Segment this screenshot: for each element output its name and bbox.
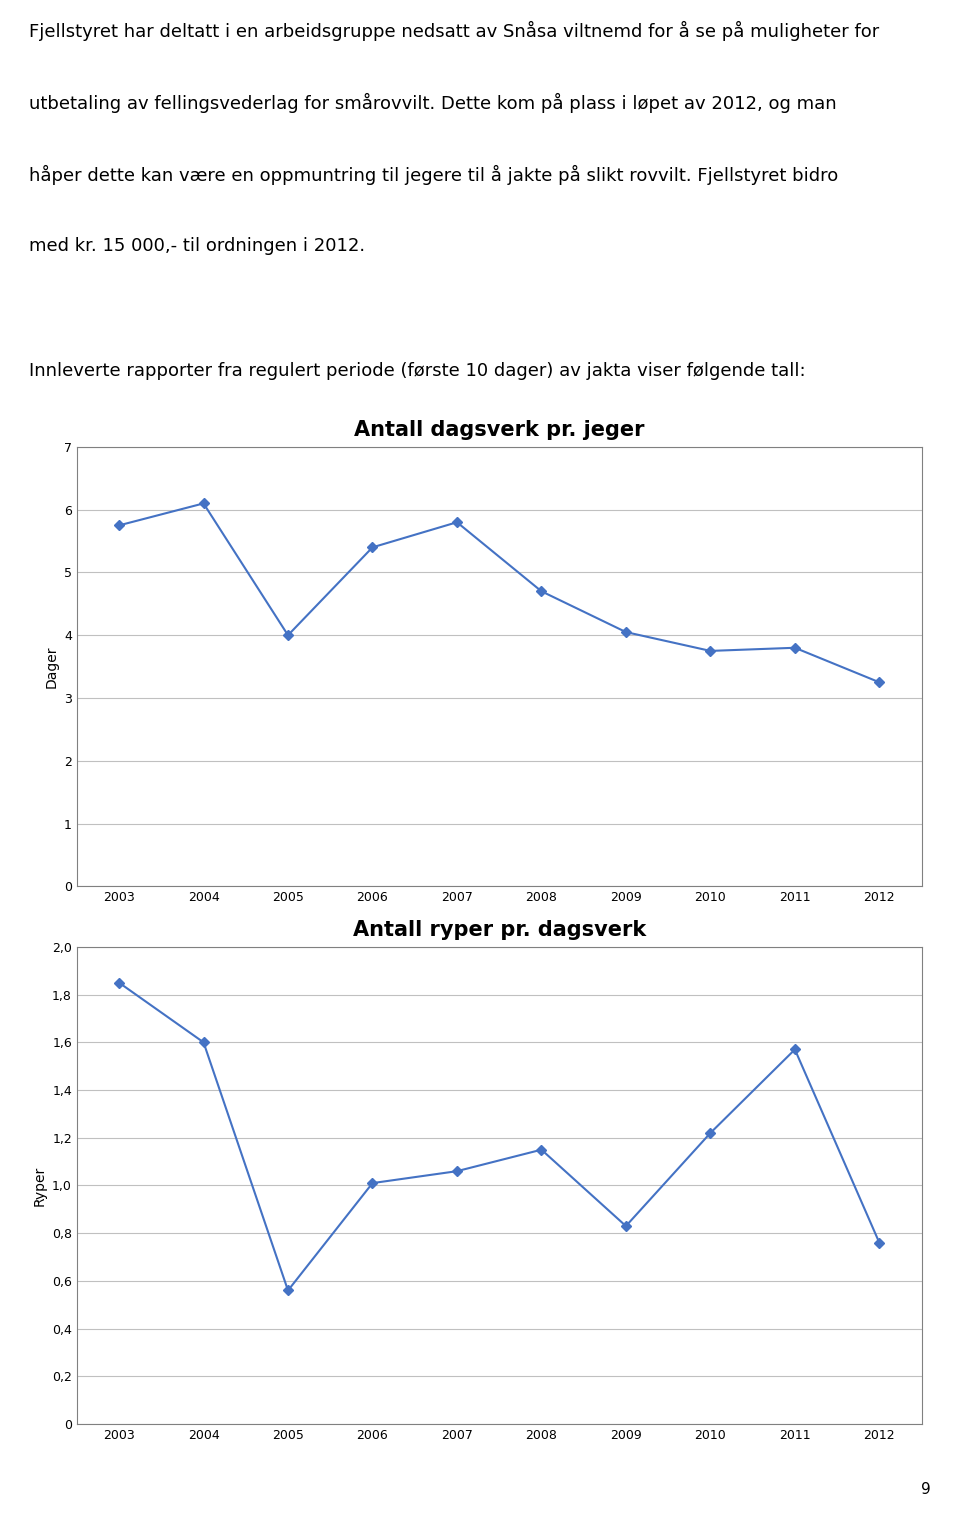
Text: Innleverte rapporter fra regulert periode (første 10 dager) av jakta viser følge: Innleverte rapporter fra regulert period… — [29, 362, 805, 380]
Text: 9: 9 — [922, 1482, 931, 1497]
Text: håper dette kan være en oppmuntring til jegere til å jakte på slikt rovvilt. Fje: håper dette kan være en oppmuntring til … — [29, 165, 838, 185]
Text: Fjellstyret har deltatt i en arbeidsgruppe nedsatt av Snåsa viltnemd for å se på: Fjellstyret har deltatt i en arbeidsgrup… — [29, 21, 879, 41]
Y-axis label: Dager: Dager — [44, 645, 59, 688]
Y-axis label: Ryper: Ryper — [33, 1165, 46, 1206]
Text: med kr. 15 000,- til ordningen i 2012.: med kr. 15 000,- til ordningen i 2012. — [29, 236, 365, 255]
Title: Antall ryper pr. dagsverk: Antall ryper pr. dagsverk — [352, 920, 646, 939]
Text: utbetaling av fellingsvederlag for smårovvilt. Dette kom på plass i løpet av 201: utbetaling av fellingsvederlag for småro… — [29, 92, 836, 114]
Title: Antall dagsverk pr. jeger: Antall dagsverk pr. jeger — [354, 420, 644, 439]
